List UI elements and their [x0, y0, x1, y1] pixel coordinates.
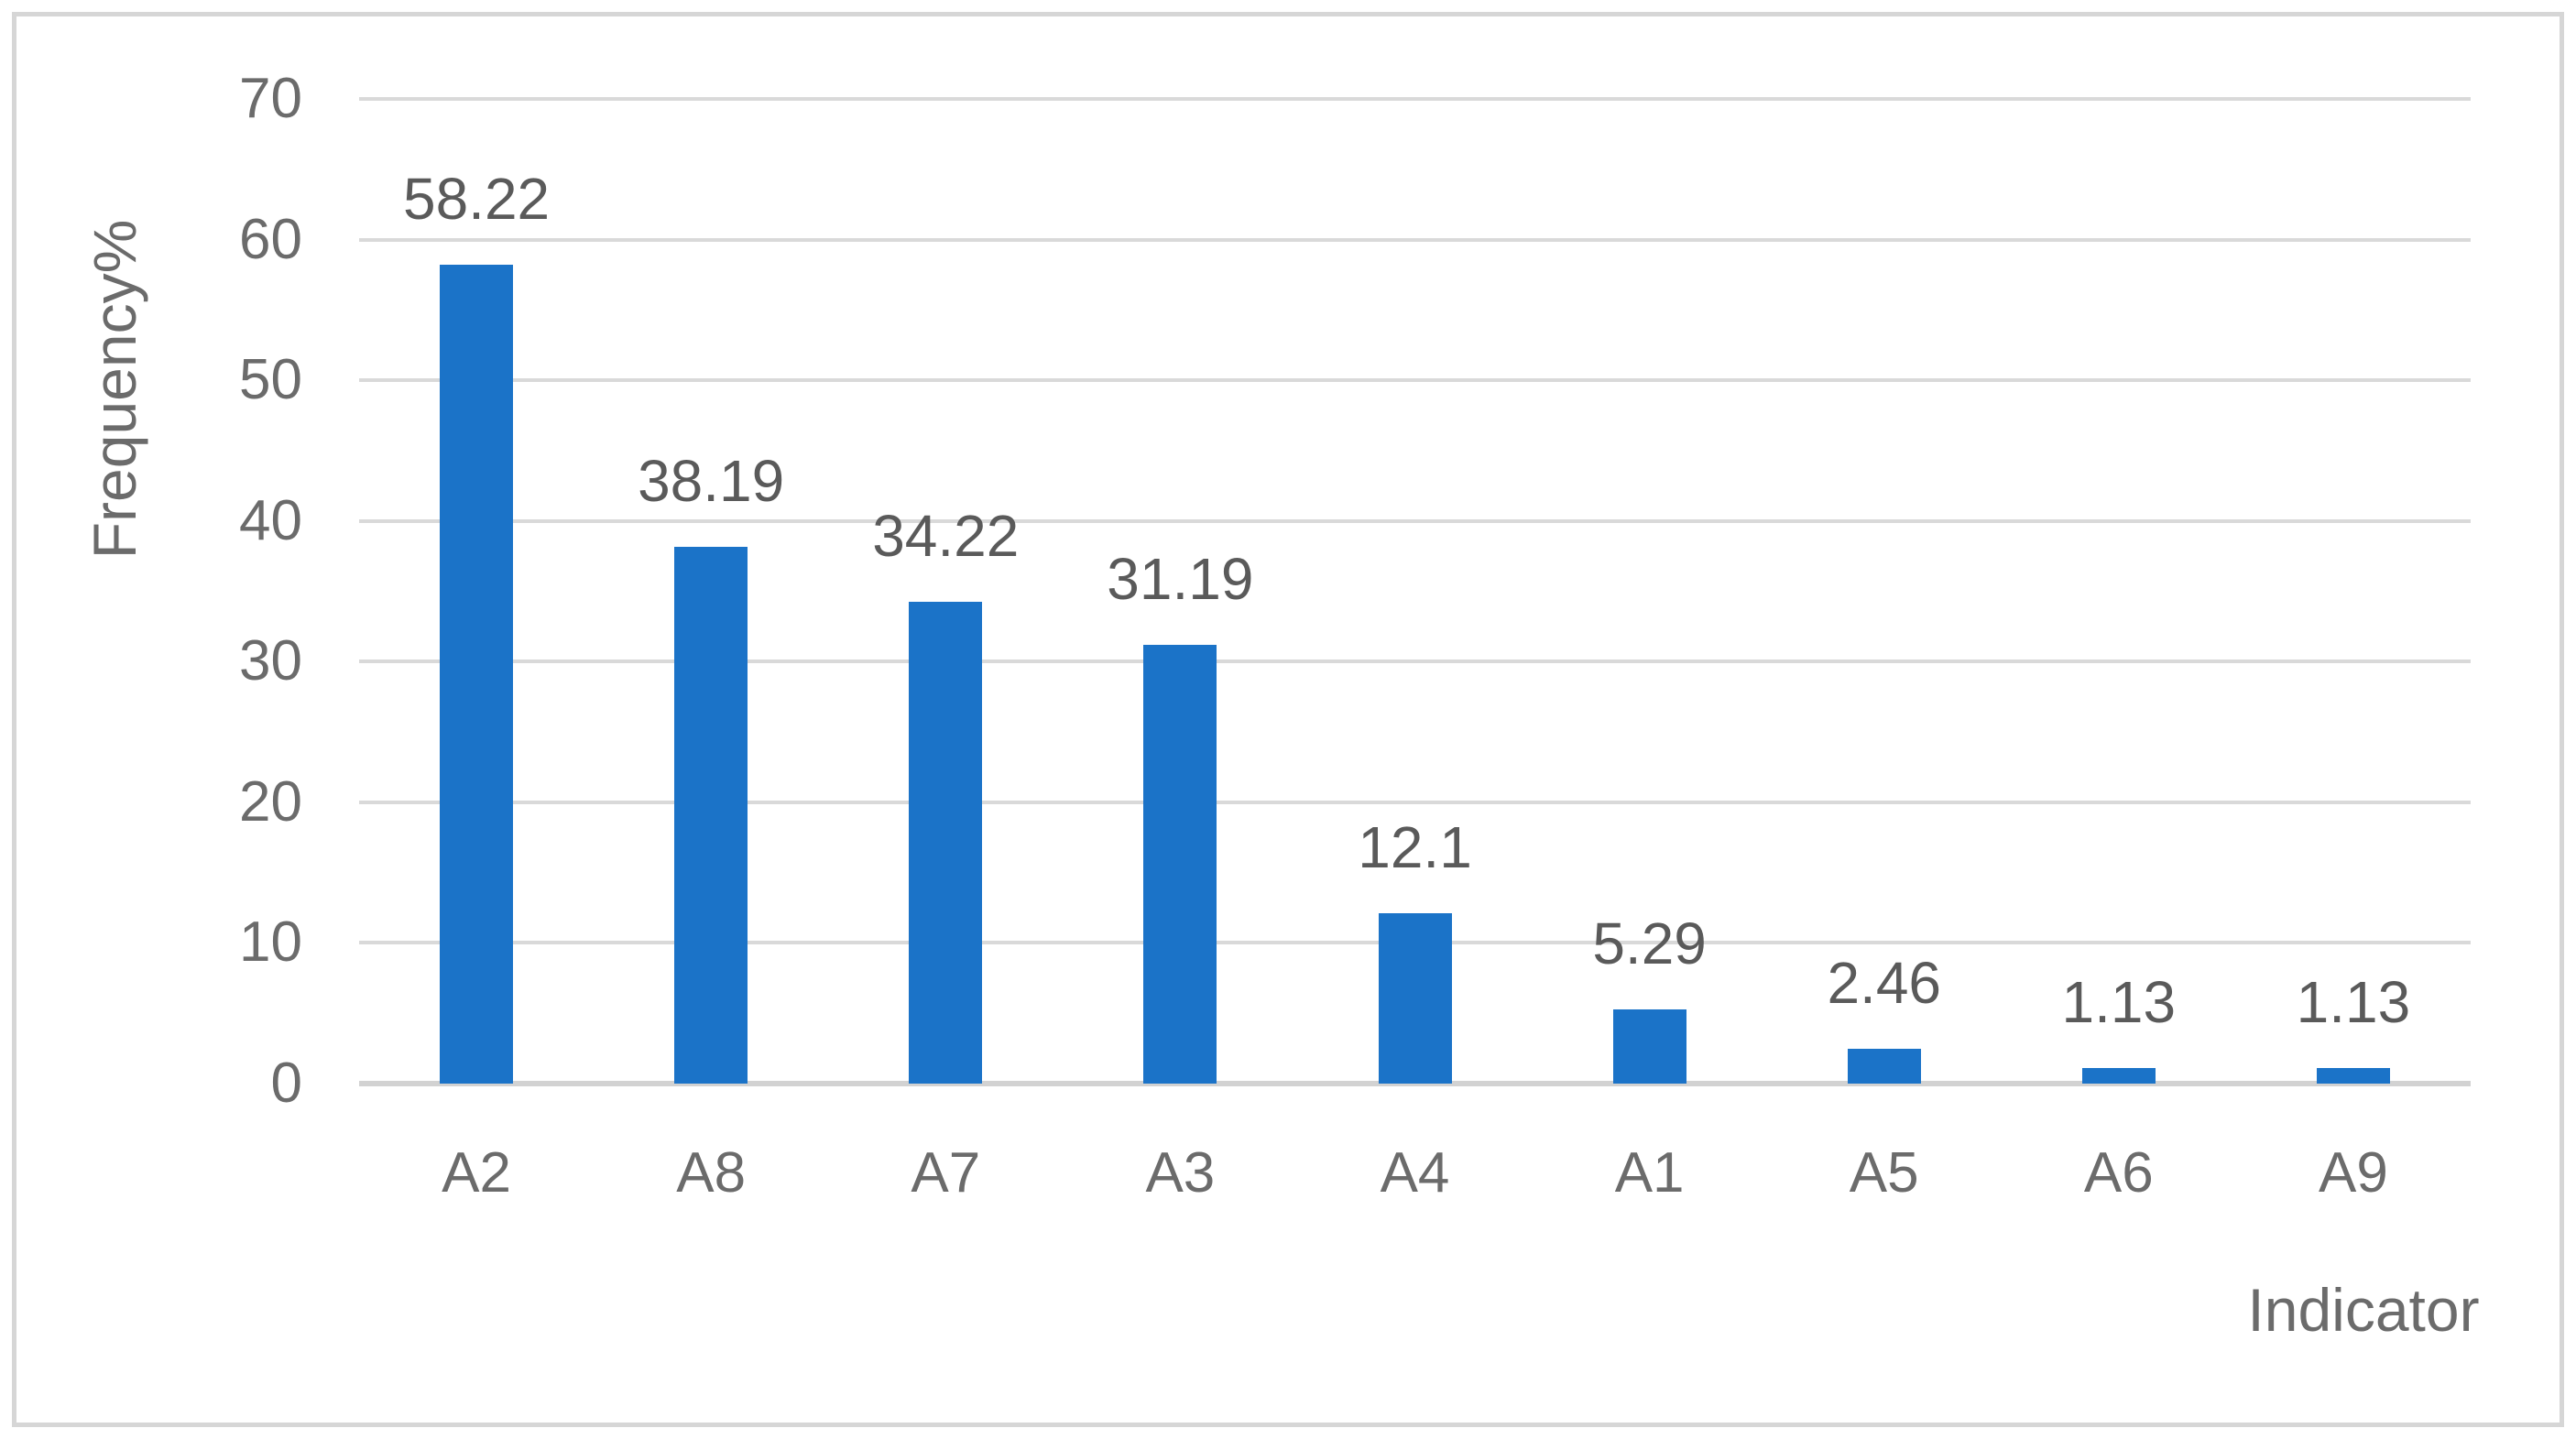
x-tick-label: A8	[676, 1141, 747, 1205]
gridline	[359, 97, 2471, 101]
bar	[1143, 645, 1217, 1084]
bar	[2316, 1067, 2390, 1084]
gridline	[359, 237, 2471, 242]
bar	[2081, 1067, 2156, 1084]
y-tick-label: 70	[239, 67, 302, 130]
bar	[674, 546, 748, 1084]
bar-value-label: 12.1	[1358, 814, 1472, 881]
bar	[1378, 913, 1452, 1084]
bar-value-label: 2.46	[1827, 950, 1941, 1017]
bar-value-label: 31.19	[1107, 546, 1254, 612]
y-tick-label: 50	[239, 348, 302, 412]
y-tick-label: 30	[239, 629, 302, 693]
x-tick-label: A1	[1614, 1141, 1685, 1205]
bar	[1847, 1049, 1921, 1084]
x-tick-label: A2	[442, 1141, 511, 1205]
bar-value-label: 38.19	[638, 447, 785, 514]
y-tick-label: 0	[270, 1052, 302, 1115]
x-tick-label: A6	[2083, 1141, 2154, 1205]
bar	[1612, 1008, 1686, 1084]
x-axis-line	[359, 1081, 2471, 1086]
gridline	[359, 518, 2471, 523]
x-tick-label: A7	[911, 1141, 981, 1205]
gridline	[359, 378, 2471, 383]
x-tick-label: A4	[1380, 1141, 1450, 1205]
gridline	[359, 660, 2471, 664]
y-tick-label: 40	[239, 488, 302, 552]
gridline	[359, 800, 2471, 804]
x-axis-title: Indicator	[2247, 1276, 2480, 1344]
y-tick-label: 20	[239, 769, 302, 834]
bar	[909, 602, 983, 1084]
bar-value-label: 1.13	[2061, 968, 2177, 1035]
bar-value-label: 58.22	[402, 165, 551, 232]
bar-value-label: 5.29	[1592, 910, 1707, 976]
bar-value-label: 1.13	[2296, 968, 2411, 1035]
chart-frame	[12, 12, 2564, 1427]
bar	[440, 264, 514, 1084]
y-tick-label: 10	[239, 910, 302, 975]
x-tick-label: A3	[1145, 1141, 1216, 1205]
x-tick-label: A5	[1849, 1141, 1919, 1205]
x-tick-label: A9	[2319, 1141, 2388, 1205]
bar-value-label: 34.22	[872, 503, 1020, 570]
y-tick-label: 60	[239, 207, 302, 271]
